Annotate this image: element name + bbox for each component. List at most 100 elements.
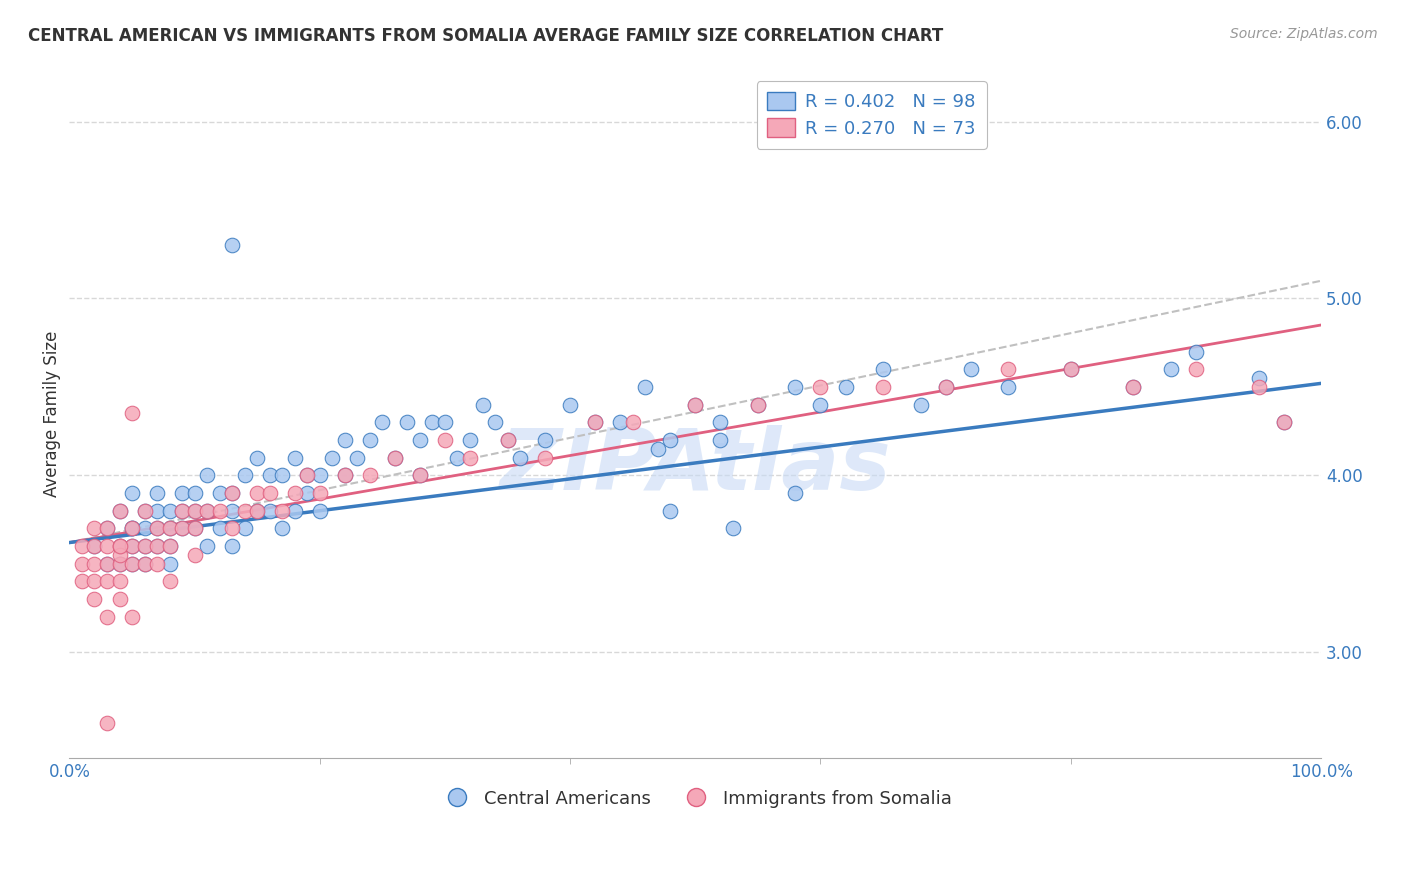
Point bbox=[721, 521, 744, 535]
Point bbox=[634, 380, 657, 394]
Point bbox=[346, 450, 368, 465]
Point bbox=[471, 398, 494, 412]
Point bbox=[297, 468, 319, 483]
Point bbox=[221, 486, 243, 500]
Point bbox=[108, 557, 131, 571]
Point bbox=[935, 380, 957, 394]
Point bbox=[195, 504, 218, 518]
Point bbox=[246, 504, 269, 518]
Point bbox=[108, 592, 131, 607]
Point bbox=[121, 539, 143, 553]
Point bbox=[910, 398, 932, 412]
Point bbox=[1060, 362, 1083, 376]
Point bbox=[146, 539, 169, 553]
Point bbox=[484, 415, 506, 429]
Point bbox=[172, 504, 194, 518]
Point bbox=[409, 433, 432, 447]
Point bbox=[284, 504, 307, 518]
Point bbox=[96, 557, 118, 571]
Point bbox=[810, 398, 832, 412]
Point bbox=[333, 433, 356, 447]
Point bbox=[221, 539, 243, 553]
Point bbox=[271, 521, 294, 535]
Point bbox=[134, 504, 156, 518]
Point bbox=[183, 504, 205, 518]
Point bbox=[1185, 362, 1208, 376]
Point bbox=[172, 486, 194, 500]
Point bbox=[108, 574, 131, 589]
Point bbox=[659, 504, 682, 518]
Point bbox=[446, 450, 468, 465]
Point bbox=[121, 406, 143, 420]
Point bbox=[359, 468, 381, 483]
Point bbox=[785, 380, 807, 394]
Point bbox=[96, 574, 118, 589]
Point bbox=[685, 398, 707, 412]
Point bbox=[96, 521, 118, 535]
Point bbox=[221, 504, 243, 518]
Point bbox=[121, 521, 143, 535]
Point bbox=[297, 486, 319, 500]
Point bbox=[246, 504, 269, 518]
Point bbox=[659, 433, 682, 447]
Point bbox=[172, 521, 194, 535]
Point bbox=[159, 539, 181, 553]
Point bbox=[308, 504, 330, 518]
Point bbox=[208, 504, 231, 518]
Point bbox=[134, 539, 156, 553]
Text: Source: ZipAtlas.com: Source: ZipAtlas.com bbox=[1230, 27, 1378, 41]
Point bbox=[121, 521, 143, 535]
Point bbox=[371, 415, 394, 429]
Point bbox=[433, 415, 456, 429]
Point bbox=[195, 468, 218, 483]
Point bbox=[221, 238, 243, 252]
Point bbox=[134, 557, 156, 571]
Point bbox=[108, 557, 131, 571]
Point bbox=[1122, 380, 1144, 394]
Point bbox=[609, 415, 631, 429]
Point bbox=[297, 468, 319, 483]
Point bbox=[284, 486, 307, 500]
Point bbox=[308, 486, 330, 500]
Point bbox=[384, 450, 406, 465]
Point bbox=[458, 433, 481, 447]
Point bbox=[233, 468, 256, 483]
Point bbox=[747, 398, 769, 412]
Point bbox=[83, 592, 105, 607]
Point bbox=[747, 398, 769, 412]
Y-axis label: Average Family Size: Average Family Size bbox=[44, 330, 60, 497]
Point bbox=[134, 557, 156, 571]
Point bbox=[159, 557, 181, 571]
Point bbox=[872, 380, 894, 394]
Point bbox=[195, 504, 218, 518]
Point bbox=[1122, 380, 1144, 394]
Point bbox=[108, 548, 131, 562]
Point bbox=[221, 521, 243, 535]
Point bbox=[259, 468, 281, 483]
Point bbox=[96, 539, 118, 553]
Point bbox=[321, 450, 343, 465]
Point bbox=[146, 557, 169, 571]
Point bbox=[396, 415, 419, 429]
Point bbox=[359, 433, 381, 447]
Point bbox=[709, 433, 731, 447]
Point bbox=[159, 539, 181, 553]
Point bbox=[146, 521, 169, 535]
Point bbox=[1272, 415, 1295, 429]
Point bbox=[1272, 415, 1295, 429]
Point bbox=[183, 486, 205, 500]
Point bbox=[246, 450, 269, 465]
Point bbox=[284, 450, 307, 465]
Point bbox=[810, 380, 832, 394]
Point bbox=[259, 504, 281, 518]
Point bbox=[134, 539, 156, 553]
Text: ZIPAtlas: ZIPAtlas bbox=[499, 425, 891, 508]
Point bbox=[146, 521, 169, 535]
Point bbox=[96, 610, 118, 624]
Point bbox=[246, 486, 269, 500]
Point bbox=[308, 468, 330, 483]
Point bbox=[183, 548, 205, 562]
Point bbox=[333, 468, 356, 483]
Point bbox=[384, 450, 406, 465]
Point bbox=[208, 486, 231, 500]
